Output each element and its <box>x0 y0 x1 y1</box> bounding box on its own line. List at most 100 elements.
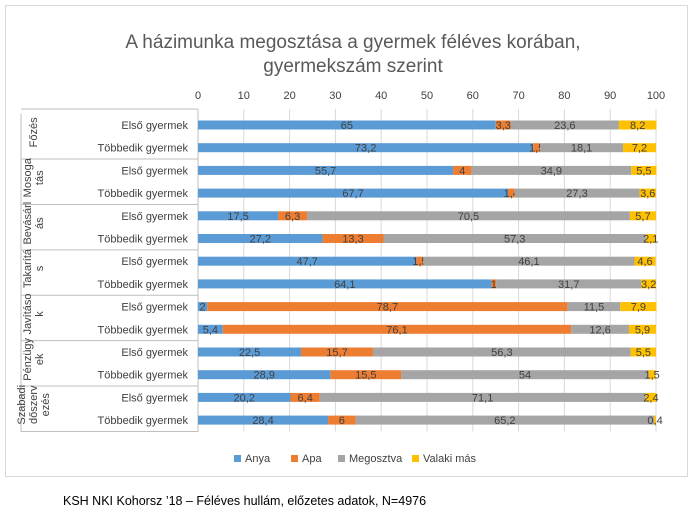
bar-segment-3-1-1 <box>198 211 279 221</box>
legend-swatch-3 <box>338 455 345 462</box>
data-label-1-2-3: 18,1 <box>571 143 592 155</box>
bar-segment-2-2-4 <box>639 188 656 198</box>
data-label-1-1-4: 8,2 <box>630 120 645 132</box>
row-label-2-2: Többedik gyermek <box>98 188 189 200</box>
data-label-3-2-4: 2,1 <box>643 234 658 246</box>
data-label-6-2-3: 54 <box>519 370 531 382</box>
bar-segment-6-1-3 <box>372 347 631 357</box>
legend-label-3: Megosztva <box>349 453 403 465</box>
group-label-7-line-2: dőszerv <box>28 385 40 424</box>
data-label-5-1-3: 11,5 <box>584 302 605 314</box>
row-label-3-2: Többedik gyermek <box>98 234 189 246</box>
bar-segment-2-1-4 <box>631 165 657 175</box>
bar-segment-1-2-3 <box>540 143 624 153</box>
data-label-5-2-2: 76,1 <box>386 324 407 336</box>
group-label-5-line-1: Javításo <box>22 293 34 334</box>
data-label-3-1-2: 6,3 <box>285 211 300 223</box>
data-label-3-2-2: 13,3 <box>342 234 363 246</box>
data-label-3-1-4: 5,7 <box>635 211 650 223</box>
data-label-6-1-4: 5,5 <box>636 347 651 359</box>
bar-segment-6-1-1 <box>198 347 302 357</box>
bar-segment-1-1-2 <box>495 120 511 130</box>
data-label-3-2-1: 27,2 <box>250 234 271 246</box>
row-label-6-1: Első gyermek <box>121 347 188 359</box>
data-label-5-1-2: 78,7 <box>377 302 398 314</box>
row-label-7-1: Első gyermek <box>121 392 188 404</box>
x-tick-label-20: 20 <box>283 90 295 102</box>
bar-segment-4-2-4 <box>641 279 656 289</box>
group-label-4-line-2: s <box>34 265 46 271</box>
chart-title-line-2: gyermekszám szerint <box>263 56 443 77</box>
bar-segment-7-2-4 <box>654 415 656 425</box>
group-label-3-line-2: ás <box>34 217 46 229</box>
data-label-2-2-4: 3,6 <box>640 188 655 200</box>
x-tick-label-70: 70 <box>512 90 524 102</box>
legend-label-4: Valaki más <box>423 453 476 465</box>
bar-segment-7-1-2 <box>290 392 320 402</box>
bar-segment-4-2-2 <box>491 279 497 289</box>
data-label-1-1-1: 65 <box>341 120 353 132</box>
bar-segment-6-1-4 <box>630 347 656 357</box>
data-label-1-1-2: 3,3 <box>496 120 511 132</box>
bar-segment-1-2-1 <box>198 143 534 153</box>
data-label-4-2-4: 3,2 <box>641 279 656 291</box>
bar-segment-4-1-2 <box>416 256 424 266</box>
group-label-2-line-1: Mosoga <box>22 157 34 197</box>
bar-segment-7-1-4 <box>645 392 657 402</box>
data-label-6-2-2: 15,5 <box>355 370 376 382</box>
group-label-2-line-2: tás <box>34 170 46 185</box>
row-label-2-1: Első gyermek <box>121 165 188 177</box>
chart-title-line-1: A házimunka megosztása a gyermek féléves… <box>125 32 580 53</box>
data-label-7-1-4: 2,4 <box>643 392 658 404</box>
row-label-6-2: Többedik gyermek <box>98 370 189 382</box>
source-footnote: KSH NKI Kohorsz ’18 – Féléves hullám, el… <box>63 494 427 508</box>
chart-frame: A házimunka megosztása a gyermek féléves… <box>5 5 688 477</box>
x-tick-label-90: 90 <box>604 90 616 102</box>
bar-segment-4-1-3 <box>423 256 635 266</box>
bar-segment-3-1-4 <box>629 211 656 221</box>
bar-segment-3-1-2 <box>278 211 308 221</box>
bar-segment-7-1-3 <box>319 392 646 402</box>
bar-segment-3-1-3 <box>307 211 630 221</box>
data-label-7-1-1: 20,2 <box>234 392 255 404</box>
bar-segment-1-2-4 <box>623 143 656 153</box>
legend-label-1: Anya <box>245 453 271 465</box>
data-label-6-1-3: 56,3 <box>491 347 512 359</box>
data-label-2-1-4: 5,5 <box>636 165 651 177</box>
x-tick-label-100: 100 <box>647 90 665 102</box>
data-label-6-1-1: 22,5 <box>239 347 260 359</box>
data-label-6-2-1: 28,9 <box>253 370 274 382</box>
data-label-4-2-1: 64,1 <box>334 279 355 291</box>
group-label-7-line-1: Szabadi <box>16 385 28 425</box>
bar-segment-2-1-3 <box>471 165 632 175</box>
bar-segment-2-1-2 <box>453 165 472 175</box>
row-label-7-2: Többedik gyermek <box>98 415 189 427</box>
data-label-6-1-2: 15,7 <box>326 347 347 359</box>
bar-segment-7-2-1 <box>198 415 329 425</box>
data-label-4-1-4: 4,6 <box>637 256 652 268</box>
row-label-4-1: Első gyermek <box>121 256 188 268</box>
x-tick-label-30: 30 <box>329 90 341 102</box>
row-label-1-1: Első gyermek <box>121 120 188 132</box>
group-label-4-line-1: Takarítá <box>22 248 34 288</box>
group-label-7-line-3: ezés <box>40 393 52 417</box>
bar-segment-2-2-2 <box>508 188 515 198</box>
bar-segment-4-1-4 <box>634 256 656 266</box>
data-label-4-1-3: 46,1 <box>518 256 539 268</box>
bar-segment-6-2-1 <box>198 370 331 380</box>
x-tick-label-50: 50 <box>421 90 433 102</box>
bar-segment-4-2-1 <box>198 279 492 289</box>
data-label-5-1-1: 2 <box>200 302 206 314</box>
data-label-1-1-3: 23,6 <box>554 120 575 132</box>
row-label-5-1: Első gyermek <box>121 302 188 314</box>
group-label-6-line-2: ek <box>34 353 46 365</box>
x-tick-label-40: 40 <box>375 90 387 102</box>
group-label-1-line-1: Főzés <box>28 117 40 147</box>
data-label-7-1-2: 6,4 <box>298 392 313 404</box>
data-label-2-1-1: 55,7 <box>315 165 336 177</box>
bar-segment-7-2-3 <box>355 415 655 425</box>
group-label-3-line-1: Bevásárl <box>22 202 34 245</box>
bar-segment-3-2-1 <box>198 234 323 243</box>
bar-segment-1-1-3 <box>510 120 619 130</box>
bar-segment-2-2-1 <box>198 188 509 198</box>
